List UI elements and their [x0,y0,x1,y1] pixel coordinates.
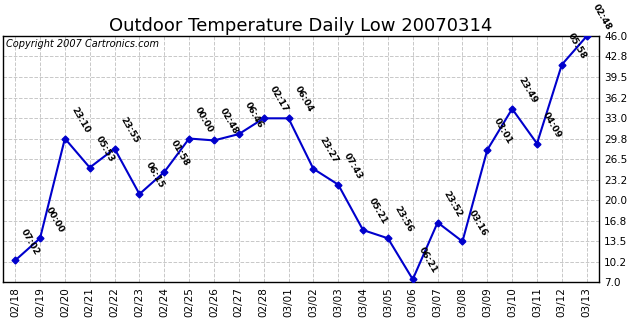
Text: 05:21: 05:21 [367,197,389,226]
Text: 03:01: 03:01 [491,117,513,146]
Text: 07:43: 07:43 [342,151,365,180]
Text: 00:00: 00:00 [193,106,215,134]
Text: 06:21: 06:21 [417,246,439,275]
Text: 23:56: 23:56 [392,205,414,234]
Text: 04:09: 04:09 [541,110,563,140]
Text: 23:10: 23:10 [69,105,91,134]
Text: 23:27: 23:27 [318,135,340,165]
Text: 23:55: 23:55 [119,115,141,144]
Text: 02:48: 02:48 [218,107,240,136]
Text: 01:58: 01:58 [168,139,190,168]
Text: 02:17: 02:17 [268,85,290,114]
Text: 07:02: 07:02 [20,227,42,256]
Text: 23:52: 23:52 [442,189,464,218]
Text: 00:00: 00:00 [44,205,66,234]
Text: 02:48: 02:48 [591,3,613,32]
Text: 03:16: 03:16 [467,208,489,237]
Text: Copyright 2007 Cartronics.com: Copyright 2007 Cartronics.com [6,39,159,49]
Title: Outdoor Temperature Daily Low 20070314: Outdoor Temperature Daily Low 20070314 [109,17,493,35]
Text: 06:04: 06:04 [293,85,315,114]
Text: 23:49: 23:49 [517,75,539,105]
Text: 05:58: 05:58 [566,31,588,60]
Text: 06:46: 06:46 [243,101,265,130]
Text: 06:15: 06:15 [144,161,166,190]
Text: 05:53: 05:53 [94,134,116,164]
